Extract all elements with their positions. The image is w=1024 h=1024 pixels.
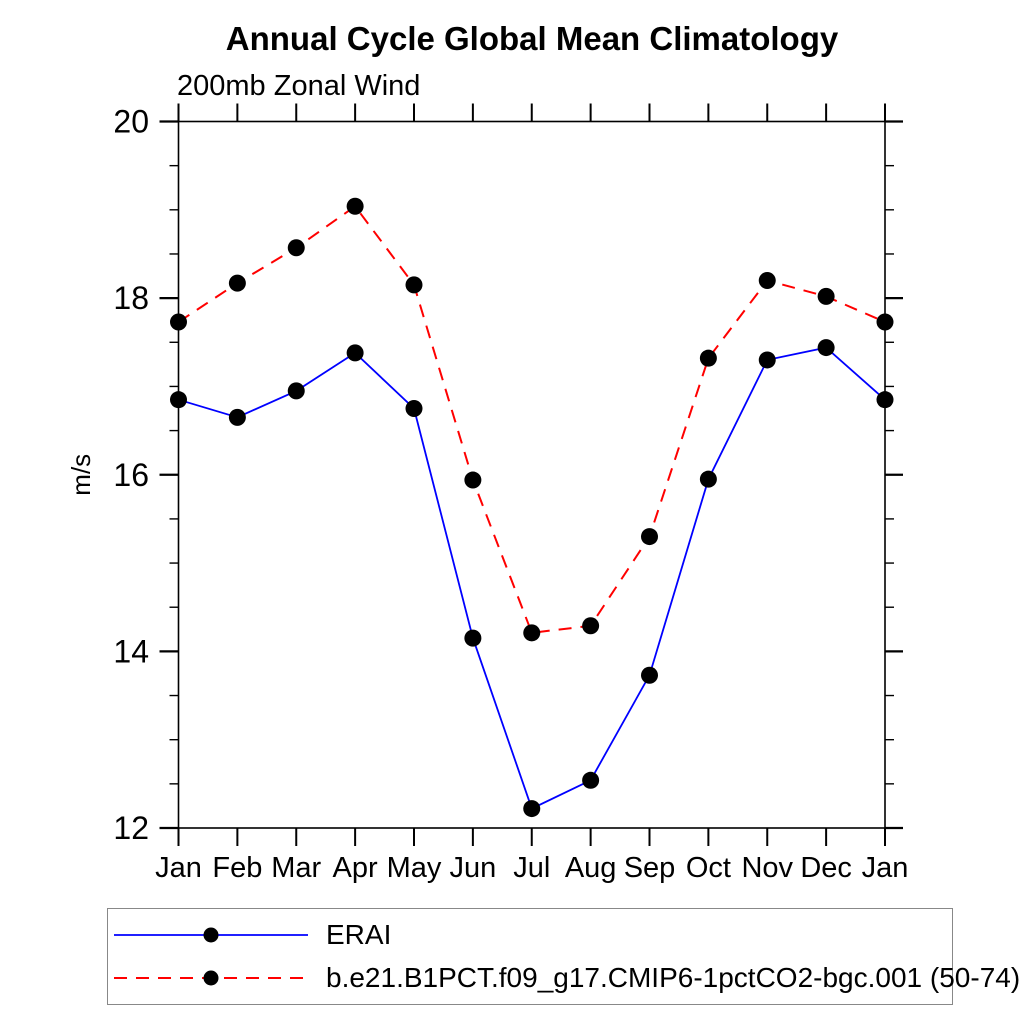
plot-frame [177,120,886,829]
legend-label: b.e21.B1PCT.f09_g17.CMIP6-1pctCO2-bgc.00… [326,962,1021,993]
svg-text:18: 18 [113,280,149,316]
svg-text:Jun: Jun [449,852,496,884]
x-tick-labels: Jan Feb Mar Apr May Jun Jul Aug Sep Oct Nov Dec Jan [155,852,908,884]
svg-text:20: 20 [113,104,149,140]
y-axis-title: m/s [66,454,96,496]
svg-text:14: 14 [113,633,149,669]
svg-text:12: 12 [113,810,149,846]
svg-text:16: 16 [113,457,149,493]
legend-row-0: ERAI [112,919,392,950]
svg-text:Dec: Dec [800,852,852,884]
legend-label: ERAI [326,919,392,950]
svg-text:Aug: Aug [565,852,617,884]
svg-text:Sep: Sep [624,852,676,884]
series-line-0 [178,346,886,810]
svg-text:Apr: Apr [333,852,378,884]
series-markers-0 [170,339,894,818]
svg-text:May: May [387,852,442,884]
svg-text:Jul: Jul [513,852,550,884]
y-tick-labels: 20 18 16 14 12 [113,104,149,847]
legend-line-sample [114,970,308,986]
series-line-1 [177,204,886,634]
legend-box: ERAI b.e21.B1PCT.f09_g17.CMIP6-1pctCO2-bg… [107,908,1020,1005]
svg-text:Jan: Jan [155,852,202,884]
x-ticks [177,103,886,846]
svg-text:Mar: Mar [271,852,321,884]
legend-row-1: b.e21.B1PCT.f09_g17.CMIP6-1pctCO2-bgc.00… [112,962,1021,993]
legend-line-sample [114,927,308,943]
chart-subtitle: 200mb Zonal Wind [177,70,421,102]
chart-title: Annual Cycle Global Mean Climatology [225,20,839,57]
svg-text:Feb: Feb [212,852,262,884]
svg-text:Jan: Jan [862,852,909,884]
svg-text:Oct: Oct [686,852,731,884]
y-major-ticks [159,120,903,830]
series-markers-1 [170,197,894,642]
y-minor-ticks [169,164,894,785]
svg-text:Nov: Nov [741,852,793,884]
